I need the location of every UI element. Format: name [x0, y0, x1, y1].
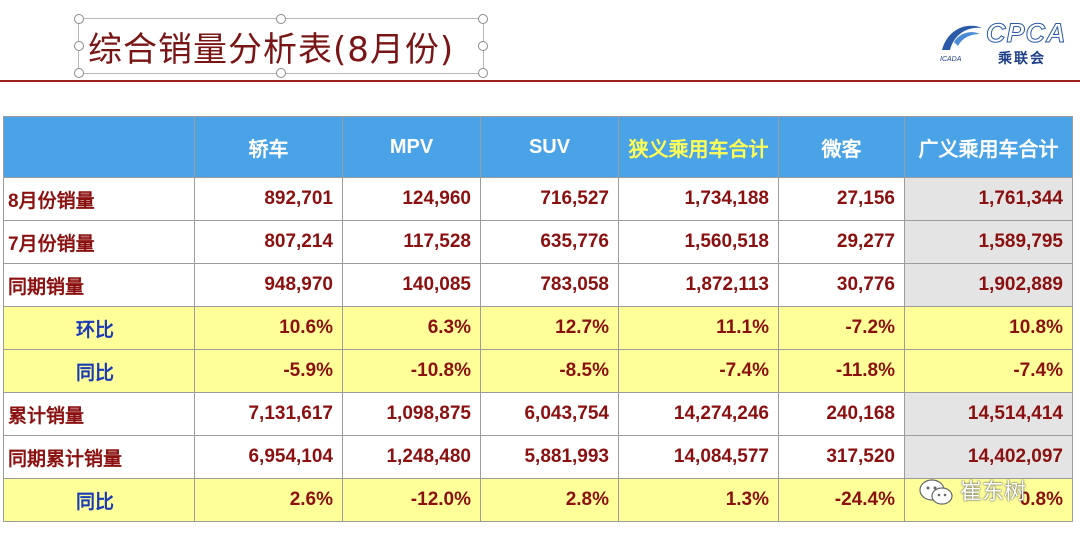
table-row: 7月份销量 807,214 117,528 635,776 1,560,518 29,27…	[3, 220, 1073, 264]
resize-handle[interactable]	[478, 41, 488, 51]
table-cell: 1,761,344	[904, 177, 1073, 221]
table-cell: 14,514,414	[904, 392, 1073, 436]
table-cell: 1,098,875	[342, 392, 481, 436]
resize-handle[interactable]	[74, 14, 84, 24]
table-cell: 240,168	[778, 392, 905, 436]
table-cell: 12.7%	[480, 306, 619, 350]
header-cell-highlighted: 狭义乘用车合计	[618, 116, 779, 178]
table-cell: 783,058	[480, 263, 619, 307]
table-cell: 14,402,097	[904, 435, 1073, 479]
table-row: 同期累计销量 6,954,104 1,248,480 5,881,993 14,084,…	[3, 435, 1073, 479]
header-cell: 轿车	[194, 116, 343, 178]
header-row: 轿车 MPV SUV 狭义乘用车合计 微客 广义乘用车合计	[3, 116, 1073, 178]
table-cell: 7,131,617	[194, 392, 343, 436]
wechat-icon	[919, 479, 953, 505]
table-cell: 716,527	[480, 177, 619, 221]
table-cell: 2.8%	[480, 478, 619, 522]
table-row: 8月份销量 892,701 124,960 716,527 1,734,188 27,15…	[3, 177, 1073, 221]
table-cell: 117,528	[342, 220, 481, 264]
table-cell: 807,214	[194, 220, 343, 264]
title-divider	[0, 80, 1080, 82]
row-label: 同比	[3, 478, 195, 522]
header-cell: SUV	[480, 116, 619, 178]
row-label: 7月份销量	[3, 220, 195, 264]
resize-handle[interactable]	[478, 68, 488, 78]
table-cell: -10.8%	[342, 349, 481, 393]
table-cell: 1,902,889	[904, 263, 1073, 307]
table-cell: -7.4%	[618, 349, 779, 393]
table-row: 同期销量 948,970 140,085 783,058 1,872,113 30,776…	[3, 263, 1073, 307]
table-row: 同比 2.6% -12.0% 2.8% 1.3% -24.4% 0.8%	[3, 478, 1073, 522]
table-cell: 5,881,993	[480, 435, 619, 479]
table-cell: 1,872,113	[618, 263, 779, 307]
header-cell: 广义乘用车合计	[904, 116, 1073, 178]
table-cell: 6.3%	[342, 306, 481, 350]
table-cell: 1,589,795	[904, 220, 1073, 264]
table-cell: 140,085	[342, 263, 481, 307]
resize-handle[interactable]	[276, 14, 286, 24]
row-label: 同期销量	[3, 263, 195, 307]
logo-wordmark: CPCA	[986, 18, 1067, 49]
row-label: 8月份销量	[3, 177, 195, 221]
table-cell: 10.6%	[194, 306, 343, 350]
table-cell: 892,701	[194, 177, 343, 221]
table-cell: 1,734,188	[618, 177, 779, 221]
table-cell: 11.1%	[618, 306, 779, 350]
cpca-logo: CPCA 乘联会 ICADA	[938, 16, 1076, 68]
logo-cn-text: 乘联会	[998, 51, 1046, 67]
table-cell: 317,520	[778, 435, 905, 479]
table-cell: -7.4%	[904, 349, 1073, 393]
table-cell: 14,084,577	[618, 435, 779, 479]
row-label: 同期累计销量	[3, 435, 195, 479]
table-cell: 1,560,518	[618, 220, 779, 264]
table-cell: 6,043,754	[480, 392, 619, 436]
logo-en-text: ICADA	[940, 56, 962, 63]
resize-handle[interactable]	[276, 68, 286, 78]
table-cell: -12.0%	[342, 478, 481, 522]
sales-table: 轿车 MPV SUV 狭义乘用车合计 微客 广义乘用车合计 8月份销量 892,7…	[3, 116, 1073, 522]
row-label: 环比	[3, 306, 195, 350]
table-cell: 14,274,246	[618, 392, 779, 436]
table-cell: 2.6%	[194, 478, 343, 522]
title-textbox-frame[interactable]	[74, 14, 488, 78]
table-cell: 6,954,104	[194, 435, 343, 479]
resize-handle[interactable]	[74, 41, 84, 51]
table-row: 同比 -5.9% -10.8% -8.5% -7.4% -11.8% -7.4%	[3, 349, 1073, 393]
resize-handle[interactable]	[74, 68, 84, 78]
row-label: 累计销量	[3, 392, 195, 436]
table-cell: -8.5%	[480, 349, 619, 393]
table-cell: 948,970	[194, 263, 343, 307]
header-cell: 微客	[778, 116, 905, 178]
resize-handle[interactable]	[478, 14, 488, 24]
table-row: 累计销量 7,131,617 1,098,875 6,043,754 14,274,24…	[3, 392, 1073, 436]
header-cell: MPV	[342, 116, 481, 178]
table-row: 环比 10.6% 6.3% 12.7% 11.1% -7.2% 10.8%	[3, 306, 1073, 350]
table-cell: 10.8%	[904, 306, 1073, 350]
table-cell: 1.3%	[618, 478, 779, 522]
swoosh-icon	[942, 25, 982, 50]
table-cell: 1,248,480	[342, 435, 481, 479]
watermark-text: 崔东树	[960, 480, 1027, 505]
table-cell: 29,277	[778, 220, 905, 264]
table-cell: 124,960	[342, 177, 481, 221]
table-cell: -7.2%	[778, 306, 905, 350]
page-title: 综合销量分析表(8月份)	[88, 30, 455, 70]
table-cell: 30,776	[778, 263, 905, 307]
table-cell: -11.8%	[778, 349, 905, 393]
table-cell: -5.9%	[194, 349, 343, 393]
row-label: 同比	[3, 349, 195, 393]
table-cell: 27,156	[778, 177, 905, 221]
table-cell: 635,776	[480, 220, 619, 264]
table-cell: -24.4%	[778, 478, 905, 522]
wechat-watermark: 崔东树	[918, 474, 1026, 508]
header-corner-cell	[3, 116, 195, 178]
